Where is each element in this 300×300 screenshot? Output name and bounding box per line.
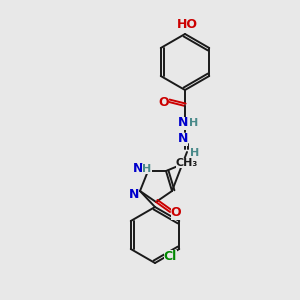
Text: N: N [133, 163, 143, 176]
Text: N: N [129, 188, 139, 200]
Text: H: H [189, 118, 199, 128]
Text: N: N [178, 133, 188, 146]
Text: HO: HO [176, 17, 197, 31]
Text: N: N [178, 116, 188, 130]
Text: O: O [171, 206, 181, 220]
Text: CH₃: CH₃ [176, 158, 198, 168]
Text: H: H [190, 148, 200, 158]
Text: H: H [142, 164, 152, 174]
Text: O: O [159, 95, 169, 109]
Text: Cl: Cl [164, 250, 177, 262]
